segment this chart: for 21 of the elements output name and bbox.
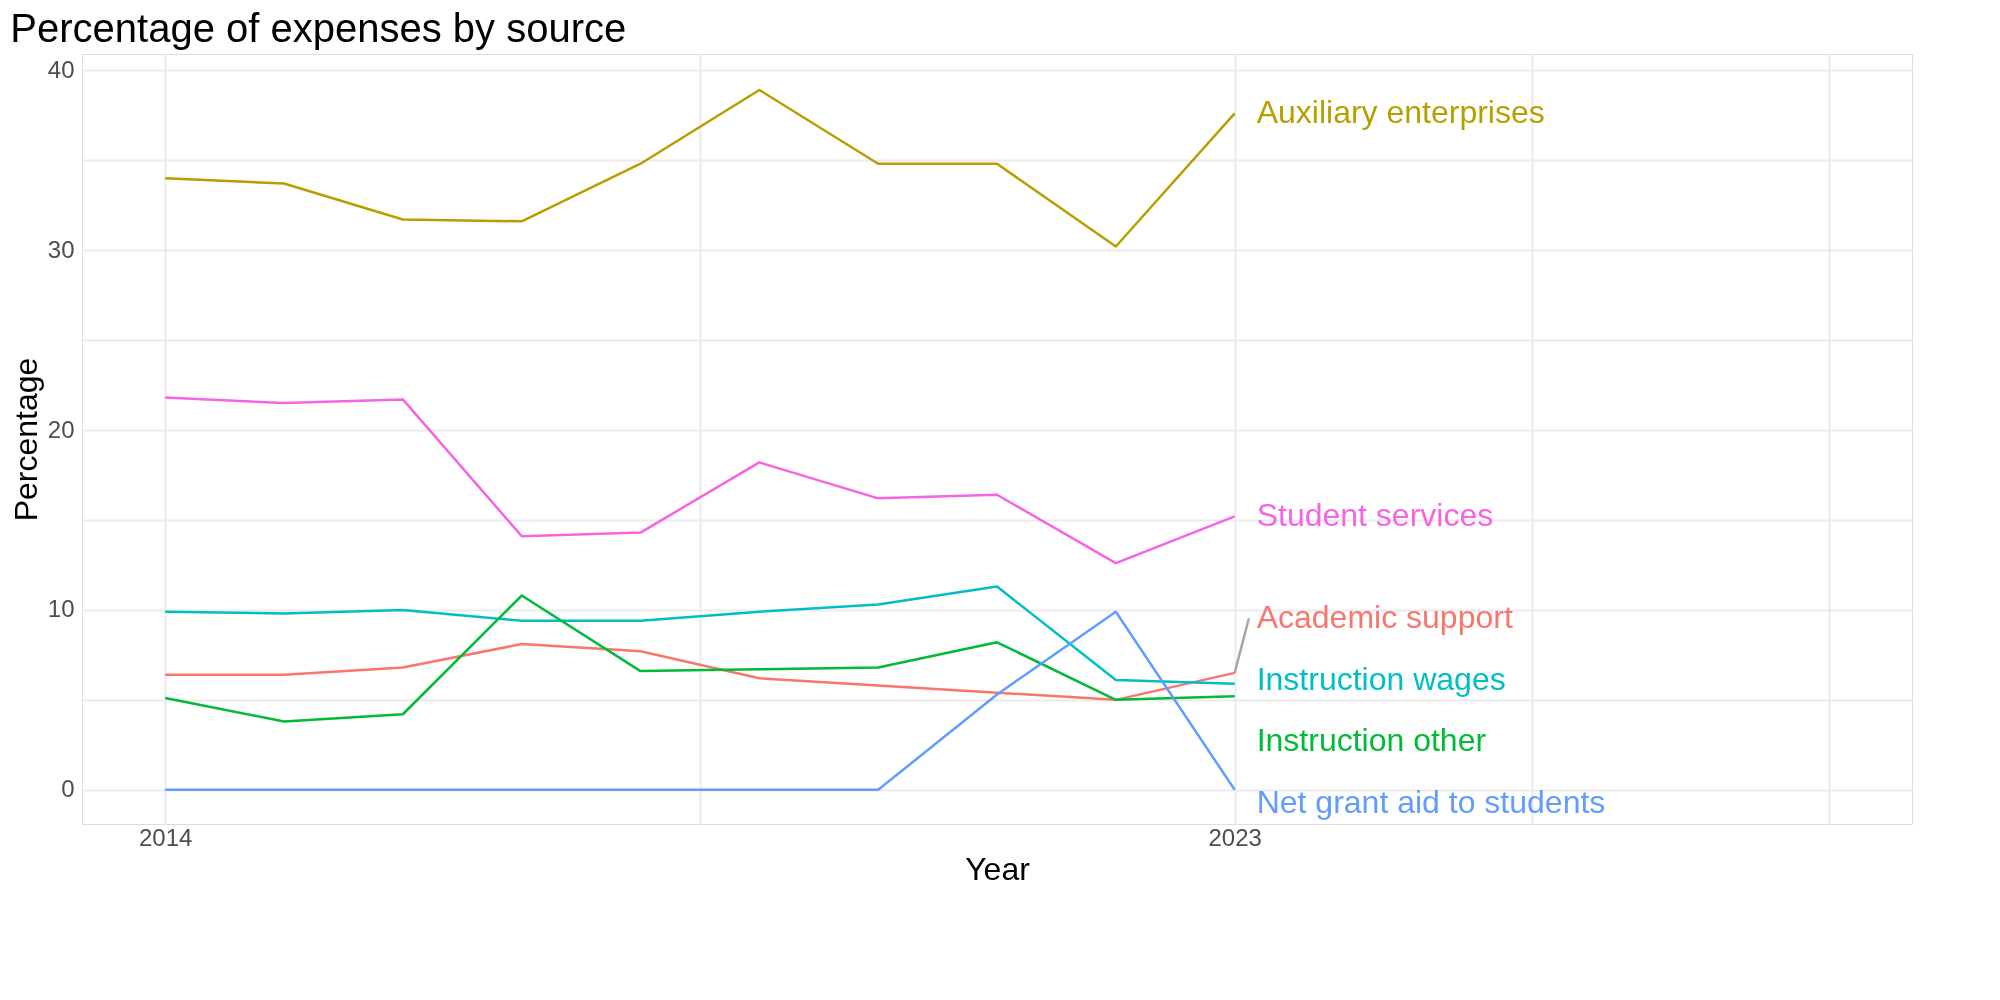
y-tick-label: 0 bbox=[61, 775, 75, 803]
y-axis-title: Percentage bbox=[7, 357, 44, 522]
y-tick-label: 10 bbox=[47, 595, 75, 623]
series-label: Auxiliary enterprises bbox=[1256, 94, 1545, 131]
x-tick-label: 2023 bbox=[1208, 823, 1262, 851]
series-label: Instruction wages bbox=[1256, 660, 1506, 697]
line-series bbox=[163, 642, 1236, 702]
series-label: Instruction other bbox=[1256, 722, 1487, 759]
line-series bbox=[163, 594, 1236, 723]
line-series bbox=[163, 88, 1236, 248]
y-tick-label: 20 bbox=[47, 415, 75, 443]
series-label: Academic support bbox=[1256, 599, 1513, 636]
y-tick-label: 40 bbox=[47, 55, 75, 83]
x-axis-title: Year bbox=[965, 850, 1031, 887]
chart-title: Percentage of expenses by source bbox=[10, 6, 627, 50]
series-label: Student services bbox=[1256, 497, 1494, 534]
y-tick-label: 30 bbox=[47, 235, 75, 263]
x-tick-label: 2014 bbox=[138, 823, 193, 851]
line-series bbox=[163, 585, 1236, 685]
line-series bbox=[163, 396, 1236, 565]
series-label: Net grant aid to students bbox=[1256, 784, 1606, 821]
